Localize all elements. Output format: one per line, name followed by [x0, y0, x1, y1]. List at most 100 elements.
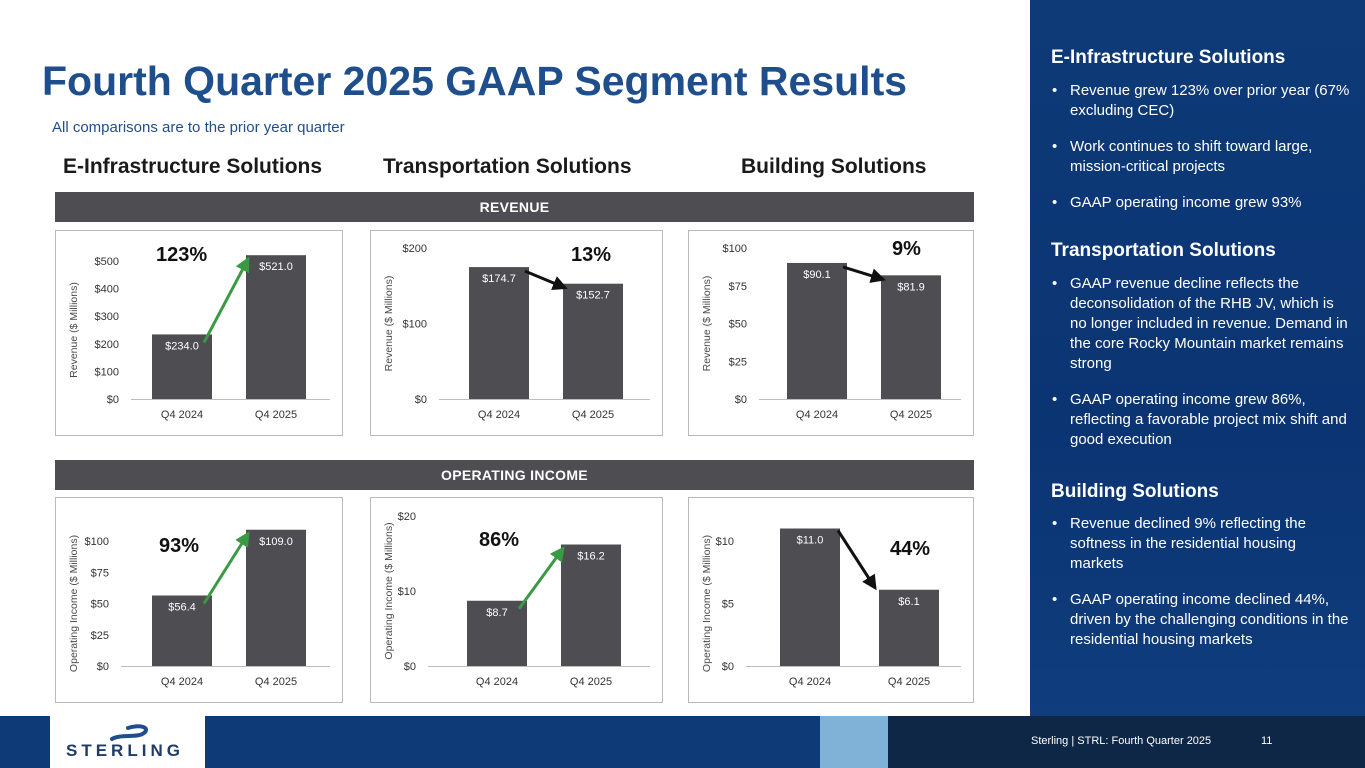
bar-value-label: $16.2: [577, 551, 605, 563]
y-tick-label: $500: [95, 256, 119, 268]
e-infra-revenue-chart: Revenue ($ Millions) $0 $100 $200 $300 $400 $5…: [68, 244, 330, 421]
sidebar-bullet: Revenue declined 9% reflecting the softn…: [1051, 514, 1351, 574]
chart-panel-transportation-operating-income: Operating Income ($ Millions) $0 $10 $20 $8.…: [370, 497, 663, 703]
bar-value-label: $109.0: [259, 536, 293, 548]
y-axis-label: Revenue ($ Millions): [68, 282, 80, 378]
y-tick-label: $75: [729, 281, 747, 293]
y-tick-label: $0: [722, 661, 734, 673]
sidebar-heading-e-infra: E-Infrastructure Solutions: [1051, 47, 1286, 68]
page-title: Fourth Quarter 2025 GAAP Segment Results: [42, 58, 908, 104]
percent-change-label: 93%: [159, 535, 199, 557]
sterling-swoosh-icon: [110, 724, 148, 741]
transportation-operating-income-chart: Operating Income ($ Millions) $0 $10 $20 $8.…: [383, 511, 650, 688]
footer-caption: Sterling | STRL: Fourth Quarter 2025: [1031, 735, 1212, 747]
bar-value-label: $234.0: [165, 340, 199, 352]
bar: [152, 595, 212, 666]
chart-panel-e-infra-revenue: Revenue ($ Millions) $0 $100 $200 $300 $400 $5…: [55, 230, 343, 436]
y-tick-label: $50: [729, 319, 747, 331]
y-tick-label: $75: [91, 567, 109, 579]
x-tick-label: Q4 2025: [255, 676, 297, 688]
chart-panel-building-operating-income: Operating Income ($ Millions) $0 $5 $10 $11.…: [688, 497, 974, 703]
y-axis-label: Revenue ($ Millions): [701, 276, 713, 372]
percent-change-label: 123%: [156, 244, 207, 266]
increase-arrow-icon: [202, 531, 250, 605]
y-axis-label: Operating Income ($ Millions): [68, 535, 80, 672]
sidebar-list-transportation: GAAP revenue decline reflects the decons…: [1051, 274, 1351, 466]
x-tick-label: Q4 2024: [796, 409, 838, 421]
bar: [879, 589, 939, 666]
y-tick-label: $400: [95, 284, 119, 296]
x-tick-label: Q4 2024: [161, 676, 203, 688]
y-tick-label: $100: [85, 536, 109, 548]
y-tick-label: $200: [403, 243, 427, 255]
chart-panel-transportation-revenue: Revenue ($ Millions) $0 $100 $200 $174.7 Q4 2…: [370, 230, 663, 436]
transportation-revenue-chart: Revenue ($ Millions) $0 $100 $200 $174.7 Q4 2…: [383, 243, 650, 421]
sidebar-bullet: Revenue grew 123% over prior year (67% e…: [1051, 81, 1351, 121]
y-tick-label: $200: [95, 339, 119, 351]
increase-arrow-icon: [517, 546, 565, 610]
y-tick-label: $20: [398, 511, 416, 523]
bar: [246, 529, 306, 666]
sidebar-bullet: Work continues to shift toward large, mi…: [1051, 137, 1351, 177]
x-tick-label: Q4 2024: [789, 676, 831, 688]
y-tick-label: $100: [723, 243, 747, 255]
logo-text: STERLING: [66, 741, 184, 760]
chart-panel-building-revenue: Revenue ($ Millions) $0 $25 $50 $75 $100 $90.1…: [688, 230, 974, 436]
bar: [563, 283, 623, 399]
y-tick-label: $50: [91, 599, 109, 611]
sidebar-bullet: GAAP operating income grew 93%: [1051, 193, 1351, 213]
percent-change-label: 44%: [890, 538, 930, 560]
x-tick-label: Q4 2025: [890, 409, 932, 421]
page-subtitle: All comparisons are to the prior year qu…: [52, 119, 345, 136]
y-axis-label: Operating Income ($ Millions): [701, 535, 713, 672]
y-axis-label: Revenue ($ Millions): [383, 276, 395, 372]
bar-value-label: $56.4: [168, 602, 196, 614]
x-tick-label: Q4 2024: [478, 409, 520, 421]
y-tick-label: $0: [415, 394, 427, 406]
y-tick-label: $100: [403, 319, 427, 331]
y-tick-label: $10: [716, 536, 734, 548]
segment-header-e-infrastructure: E-Infrastructure Solutions: [63, 155, 323, 178]
sidebar-heading-transportation: Transportation Solutions: [1051, 240, 1276, 261]
y-tick-label: $0: [735, 394, 747, 406]
bar: [561, 544, 621, 666]
y-tick-label: $25: [729, 356, 747, 368]
bar-value-label: $521.0: [259, 261, 293, 273]
x-tick-label: Q4 2025: [888, 676, 930, 688]
sidebar: E-Infrastructure Solutions Revenue grew …: [1030, 0, 1365, 716]
x-tick-label: Q4 2025: [572, 409, 614, 421]
y-tick-label: $25: [91, 630, 109, 642]
bar: [787, 262, 847, 399]
bar-value-label: $90.1: [803, 269, 831, 281]
revenue-band: REVENUE: [55, 192, 974, 222]
operating-income-band: OPERATING INCOME: [55, 460, 974, 490]
y-tick-label: $0: [404, 661, 416, 673]
bar-value-label: $174.7: [482, 273, 516, 285]
x-tick-label: Q4 2024: [161, 409, 203, 421]
y-tick-label: $100: [95, 366, 119, 378]
building-revenue-chart: Revenue ($ Millions) $0 $25 $50 $75 $100 $90.1…: [701, 238, 961, 421]
decrease-arrow-icon: [842, 265, 886, 283]
percent-change-label: 13%: [571, 244, 611, 266]
y-tick-label: $5: [722, 599, 734, 611]
bar: [246, 255, 306, 399]
bar-value-label: $152.7: [576, 290, 610, 302]
sidebar-list-building: Revenue declined 9% reflecting the softn…: [1051, 514, 1351, 666]
bar: [780, 528, 840, 666]
bar: [469, 267, 529, 399]
chart-panel-e-infra-operating-income: Operating Income ($ Millions) $0 $25 $50 $75…: [55, 497, 343, 703]
sidebar-heading-building: Building Solutions: [1051, 481, 1219, 502]
bar-value-label: $8.7: [486, 607, 507, 619]
percent-change-label: 9%: [892, 238, 921, 260]
y-axis-label: Operating Income ($ Millions): [383, 522, 395, 659]
bar-value-label: $11.0: [797, 535, 824, 547]
bar: [467, 600, 527, 666]
sidebar-bullet: GAAP operating income declined 44%, driv…: [1051, 590, 1351, 650]
decrease-arrow-icon: [836, 529, 877, 591]
y-tick-label: $10: [398, 586, 416, 598]
building-operating-income-chart: Operating Income ($ Millions) $0 $5 $10 $11.…: [701, 528, 961, 688]
bar-value-label: $6.1: [898, 596, 919, 608]
sidebar-bullet: GAAP operating income grew 86%, reflecti…: [1051, 390, 1351, 450]
y-tick-label: $0: [107, 394, 119, 406]
bar: [152, 334, 212, 399]
